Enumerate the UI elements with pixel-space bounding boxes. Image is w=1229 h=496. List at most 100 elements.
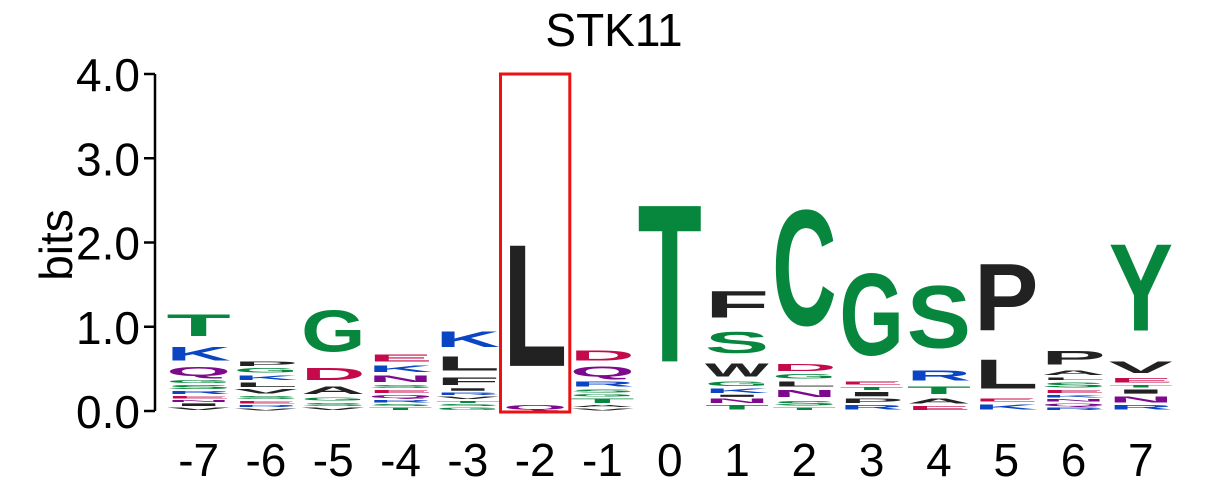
logo-letter-i: I [1109,388,1173,395]
logo-letter-g: G [436,407,500,411]
logo-letter-n: N [772,388,836,399]
logo-letter-t: T [638,159,702,410]
logo-letter-c: C [772,177,836,361]
logo-letter-e: E [368,353,432,364]
logo-letter-e: E [974,398,1038,403]
logo-letter-s: S [436,403,500,406]
x-tick-label: 7 [1128,434,1154,486]
logo-letter-r: R [1041,407,1105,411]
y-tick-label: 4.0 [76,49,140,101]
logo-letter-e: E [1109,377,1173,385]
logo-letter-s: S [368,403,432,406]
logo-letter-g: G [570,393,634,397]
logo-letter-y: Y [1109,218,1173,358]
x-tick-label: -6 [245,434,286,486]
logo-letter-e: E [1041,389,1105,394]
logo-letter-f: F [705,283,769,325]
logo-letter-r: R [234,404,298,407]
logo-letter-n: N [368,374,432,384]
logo-letter-r: R [436,392,500,396]
logo-letter-t: T [705,404,769,411]
logo-letter-a: A [570,404,634,407]
logo-letter-l: L [436,352,500,375]
x-tick-label: -2 [515,434,556,486]
logo-letter-v: V [436,396,500,400]
x-tick-label: -7 [178,434,219,486]
x-tick-label: 6 [1061,434,1087,486]
x-tick-label: -4 [380,434,421,486]
logo-letter-r: R [840,404,904,411]
logo-letter-k: K [167,343,231,365]
logo-letters: VINERSGQKTVRESVLKGPVSGADGTSRQESNKEGSTVRI… [167,159,1174,411]
logo-letter-l: L [1041,376,1105,380]
logo-letter-e: E [234,400,298,404]
logo-letter-k: K [1041,394,1105,398]
logo-letter-l: L [234,382,298,389]
logo-letter-s: S [705,326,769,360]
logo-letter-w: W [705,359,769,380]
logo-letter-a: A [1041,369,1105,377]
logo-letter-r: R [907,367,971,384]
logo-letter-p: P [1041,347,1105,369]
y-tick-label: 0.0 [76,386,140,438]
x-tick-label: 5 [993,434,1019,486]
logo-letter-d: D [570,347,634,364]
logo-letter-n: N [705,398,769,405]
logo-letter-g: G [772,373,836,380]
logo-letter-r: R [368,399,432,403]
logo-letter-f: F [436,375,500,388]
logo-letter-l: L [503,208,567,403]
logo-letter-n: N [167,399,231,402]
x-tick-label: -3 [447,434,488,486]
x-tick-label: 0 [657,434,683,486]
logo-letter-l: L [772,380,836,388]
logo-letter-k: K [705,387,769,394]
logo-letter-t: T [840,386,904,391]
x-tick-label: 3 [859,434,885,486]
logo-letter-t: T [167,308,231,343]
logo-letter-i: I [436,387,500,391]
logo-letter-e: E [167,395,231,399]
logo-letter-d: D [301,365,365,384]
x-tick-label: -5 [313,434,354,486]
logo-letter-r: R [1109,404,1173,411]
logo-letter-s: S [167,384,231,390]
logo-letter-q: Q [167,364,231,378]
y-tick-label: 2.0 [76,218,140,270]
y-axis-label: bits [30,209,82,281]
logo-letter-g: G [301,397,365,402]
logo-letter-t: T [907,384,971,397]
logo-letter-v: V [301,407,365,411]
x-tick-label: -1 [582,434,623,486]
logo-letter-p: P [234,360,298,367]
logo-letter-g: G [301,299,365,365]
highlight-box [499,72,572,414]
logo-letter-a: A [907,397,971,405]
logo-letter-t: T [570,398,634,405]
x-axis: -7 -6 -5 -4 -3 -2 -1 0 1 2 3 4 5 6 7 [178,434,1153,486]
logo-letter-n: N [1109,395,1173,404]
logo-letter-r: R [570,380,634,388]
logo-letter-e: E [840,381,904,386]
logo-letter-g: G [840,251,904,380]
logo-letter-v: V [1109,358,1173,377]
logo-letter-i: I [705,394,769,397]
logo-letter-q: Q [1041,403,1105,407]
logo-letter-e: E [907,405,971,411]
highlight-rect [499,72,572,414]
logo-letter-s: S [234,395,298,400]
y-tick-label: 3.0 [76,133,140,185]
y-axis: 0.0 1.0 2.0 3.0 4.0 [76,49,157,438]
logo-letter-g: G [234,367,298,374]
logo-letter-q: Q [503,404,567,411]
logo-letter-v: V [167,407,231,411]
logo-letter-l: L [974,351,1038,397]
logo-letter-s: S [368,384,432,389]
logo-letter-g: G [705,381,769,388]
logo-letter-t: T [436,400,500,403]
x-tick-label: 2 [792,434,818,486]
logo-letter-k: K [234,374,298,382]
logo-letter-t: T [772,407,836,411]
logo-letter-t: T [368,407,432,411]
logo-letter-g: G [167,379,231,384]
